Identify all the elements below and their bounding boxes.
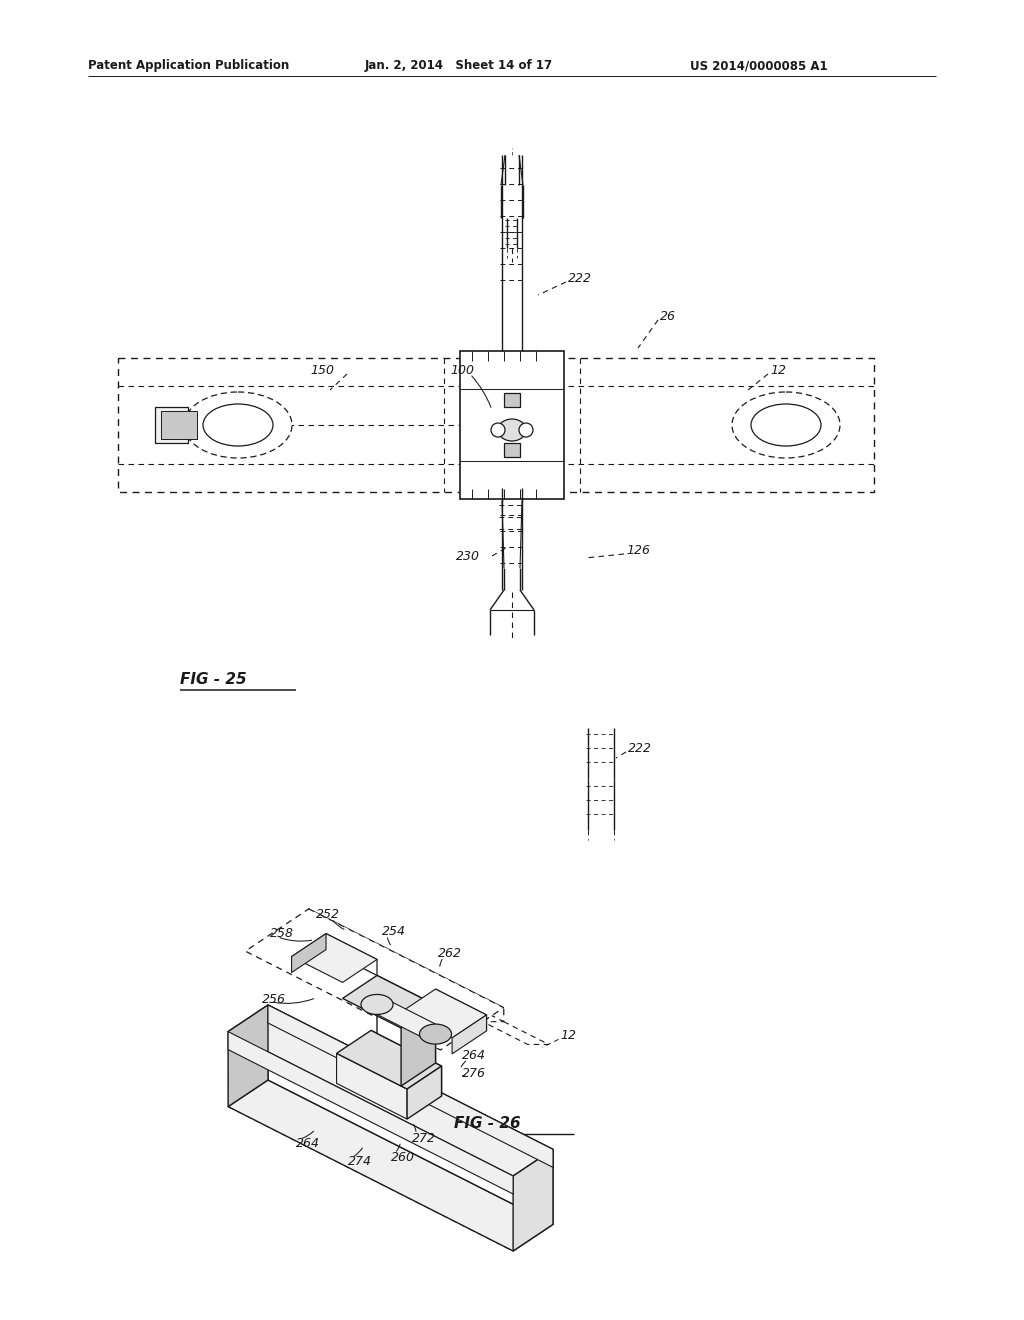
- Polygon shape: [228, 1032, 513, 1195]
- Text: 276: 276: [462, 1067, 486, 1080]
- Polygon shape: [268, 1005, 553, 1225]
- Text: FIG - 26: FIG - 26: [454, 1117, 520, 1131]
- Polygon shape: [513, 1150, 553, 1251]
- Text: 254: 254: [382, 924, 407, 937]
- Ellipse shape: [490, 422, 505, 437]
- Ellipse shape: [751, 404, 821, 446]
- Polygon shape: [292, 933, 377, 982]
- Text: 272: 272: [413, 1131, 436, 1144]
- Text: 12: 12: [560, 1028, 577, 1041]
- Polygon shape: [337, 1031, 441, 1089]
- Ellipse shape: [519, 422, 534, 437]
- Text: US 2014/0000085 A1: US 2014/0000085 A1: [690, 59, 827, 73]
- Text: Jan. 2, 2014   Sheet 14 of 17: Jan. 2, 2014 Sheet 14 of 17: [365, 59, 553, 73]
- Text: 222: 222: [568, 272, 592, 285]
- Polygon shape: [377, 994, 435, 1044]
- Text: 264: 264: [462, 1049, 486, 1061]
- Polygon shape: [228, 1005, 553, 1176]
- Polygon shape: [326, 933, 377, 975]
- Bar: [504, 444, 520, 457]
- Text: 126: 126: [626, 544, 650, 557]
- Polygon shape: [309, 909, 504, 1022]
- Polygon shape: [292, 933, 326, 973]
- Bar: [504, 393, 520, 407]
- Text: 252: 252: [315, 908, 340, 921]
- Polygon shape: [246, 909, 504, 1049]
- Ellipse shape: [420, 1024, 452, 1044]
- Ellipse shape: [732, 392, 840, 458]
- Polygon shape: [371, 1031, 441, 1096]
- Text: 222: 222: [628, 742, 652, 755]
- Ellipse shape: [184, 392, 292, 458]
- Polygon shape: [377, 975, 435, 1063]
- Polygon shape: [401, 1005, 435, 1086]
- Text: 260: 260: [391, 1151, 415, 1164]
- Text: FIG - 25: FIG - 25: [180, 672, 247, 688]
- Text: 26: 26: [660, 309, 676, 322]
- Polygon shape: [228, 1005, 268, 1106]
- Ellipse shape: [498, 418, 526, 441]
- Text: 230: 230: [456, 549, 480, 562]
- Polygon shape: [435, 989, 486, 1031]
- Ellipse shape: [361, 994, 393, 1015]
- Bar: [118, 358, 874, 492]
- Bar: [460, 351, 564, 499]
- Text: 262: 262: [437, 946, 462, 960]
- Text: 150: 150: [310, 363, 334, 376]
- Text: 100: 100: [450, 363, 474, 376]
- Text: 258: 258: [270, 927, 294, 940]
- Bar: [161, 411, 197, 440]
- Polygon shape: [343, 975, 435, 1028]
- Polygon shape: [401, 989, 486, 1038]
- Polygon shape: [408, 1067, 441, 1119]
- Text: 274: 274: [348, 1155, 372, 1168]
- Text: 256: 256: [262, 993, 287, 1006]
- Polygon shape: [452, 1015, 486, 1053]
- Text: 12: 12: [770, 363, 786, 376]
- Polygon shape: [228, 1080, 553, 1251]
- Bar: [155, 407, 188, 444]
- Text: Patent Application Publication: Patent Application Publication: [88, 59, 289, 73]
- Ellipse shape: [203, 404, 273, 446]
- Text: 264: 264: [296, 1137, 319, 1150]
- Polygon shape: [337, 1053, 408, 1119]
- Polygon shape: [268, 1005, 553, 1167]
